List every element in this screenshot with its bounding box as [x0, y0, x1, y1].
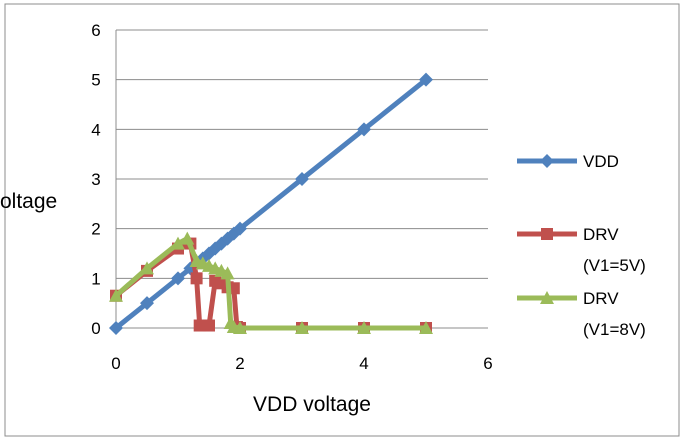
series-0-point-12	[357, 122, 371, 137]
legend-item-1: DRV (V1=5V)	[517, 225, 646, 275]
legend-label-0-0: VDD	[583, 152, 619, 171]
series-2	[109, 231, 433, 334]
legend-label-1-1: (V1=5V)	[583, 256, 646, 275]
y-tick-label-4: 4	[91, 120, 100, 139]
series-2-point-14	[357, 321, 371, 334]
series-0-point-11	[295, 172, 309, 186]
legend-item-2: DRV (V1=8V)	[517, 289, 646, 339]
series-1-point-4	[190, 272, 203, 285]
series-2-point-1	[140, 261, 154, 275]
y-tick-label-1: 1	[91, 269, 100, 288]
series-0-point-1	[140, 296, 154, 311]
series-2-point-3	[180, 231, 195, 245]
legend-label-2-0: DRV	[583, 289, 619, 308]
x-tick-label-6: 6	[483, 354, 492, 373]
legend: VDD DRV (V1=5V) DRV (V1=8V)	[517, 152, 646, 339]
series-0-point-13	[419, 72, 433, 87]
y-tick-label-0: 0	[91, 319, 100, 338]
legend-label-2-1: (V1=8V)	[583, 320, 646, 339]
legend-marker-1	[541, 228, 553, 240]
y-tick-label-5: 5	[91, 71, 100, 90]
legend-marker-2	[540, 291, 554, 304]
y-tick-label-2: 2	[91, 220, 100, 239]
series-2-point-0	[109, 288, 123, 302]
series-2-point-15	[419, 321, 433, 334]
legend-item-0: VDD	[517, 152, 619, 171]
y-tick-label-3: 3	[91, 170, 100, 189]
x-tick-label-0: 0	[111, 354, 120, 373]
series-0	[109, 72, 433, 335]
series-2-point-9	[220, 266, 235, 280]
legend-marker-0	[540, 154, 554, 168]
series-0-point-10	[233, 221, 247, 236]
chart-border	[4, 3, 680, 437]
series-1-point-5	[193, 319, 206, 332]
series-layer	[109, 72, 433, 335]
y-axis-title: oltage	[0, 190, 57, 213]
series-1-point-6	[203, 319, 215, 332]
series-2-point-13	[295, 321, 309, 334]
x-tick-label-4: 4	[359, 354, 368, 373]
legend-label-1-0: DRV	[583, 225, 619, 244]
y-tick-label-6: 6	[91, 21, 100, 40]
x-tick-label-2: 2	[235, 354, 244, 373]
series-2-point-2	[171, 236, 185, 250]
x-axis-title: VDD voltage	[253, 393, 371, 416]
series-0-point-0	[109, 321, 123, 335]
series-2-point-12	[233, 321, 247, 334]
series-0-point-2	[171, 271, 185, 286]
